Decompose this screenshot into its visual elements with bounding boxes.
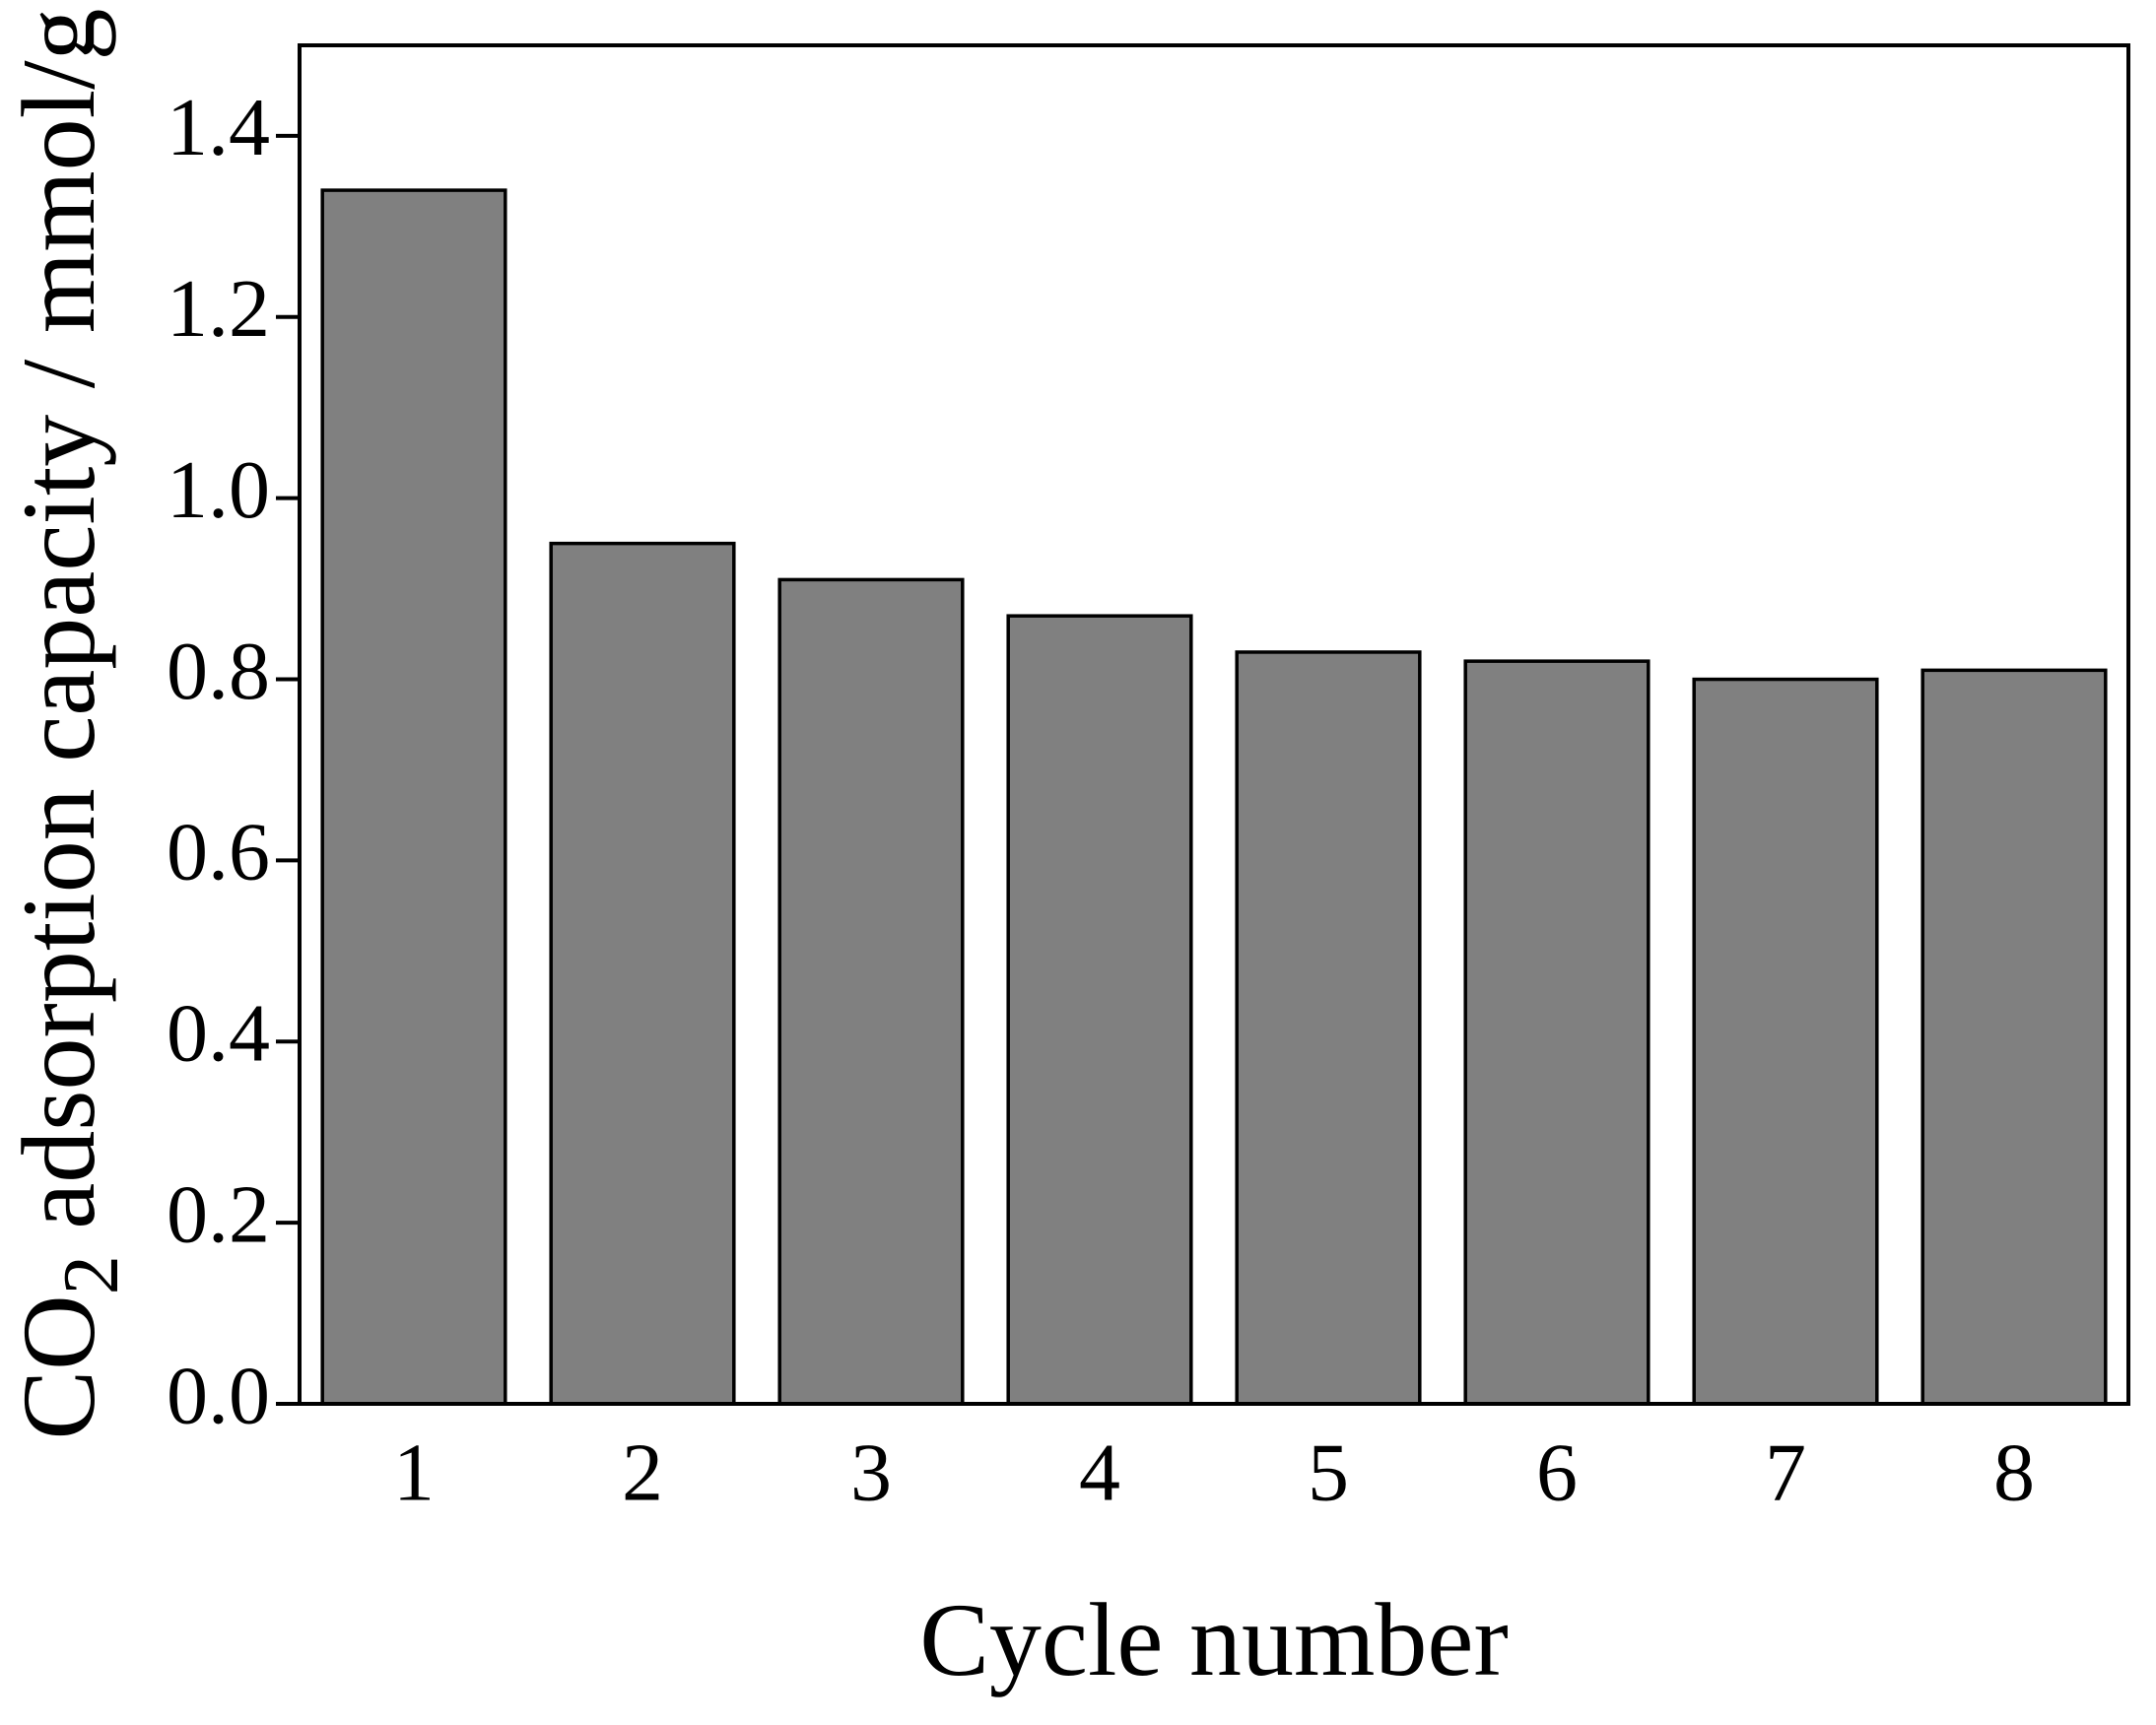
x-tick-label: 6 [1536,1426,1578,1518]
x-tick-label: 4 [1079,1426,1120,1518]
y-tick-label: 1.4 [167,82,270,173]
plot-frame [298,43,2130,1406]
y-tick-label: 0.8 [167,626,270,717]
bar [1006,614,1193,1406]
bar [320,188,507,1406]
x-axis-title: Cycle number [919,1582,1509,1697]
bar [1920,668,2108,1406]
x-tick-label: 5 [1308,1426,1349,1518]
y-axis-title-part: adsorption capacity / mmol/g [1,8,116,1255]
y-tick-label: 0.4 [167,988,270,1080]
bar [1692,677,1879,1406]
x-tick-label: 1 [393,1426,435,1518]
bar [777,577,965,1406]
y-tick-label: 0.2 [167,1168,270,1260]
y-axis-title-sub: 2 [48,1255,135,1294]
x-tick-label: 7 [1765,1426,1806,1518]
x-tick-label: 8 [1993,1426,2035,1518]
y-axis-title: CO2 adsorption capacity / mmol/g [1,8,135,1439]
bar [549,541,736,1406]
bar [1235,650,1422,1406]
x-tick-label: 3 [850,1426,892,1518]
y-tick-label: 1.0 [167,444,270,536]
bar [1463,659,1651,1406]
y-axis-title-part: CO [1,1294,116,1439]
y-tick-label: 1.2 [167,263,270,355]
y-tick-label: 0.6 [167,807,270,898]
y-tick-label: 0.0 [167,1350,270,1441]
x-tick-label: 2 [622,1426,663,1518]
